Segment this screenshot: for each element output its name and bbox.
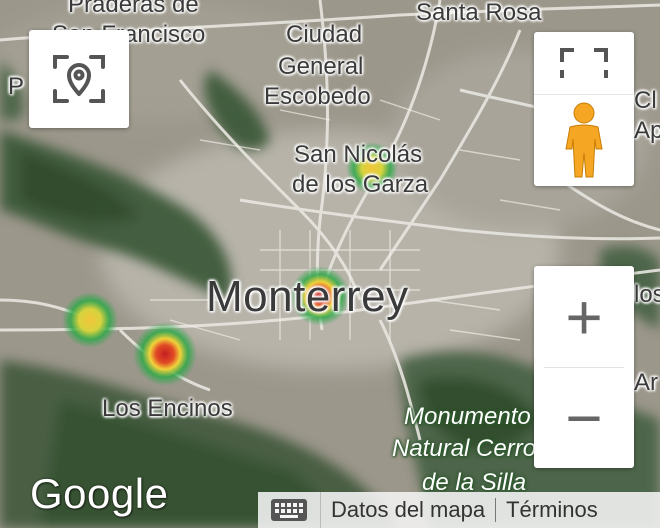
- pegman-street-view-icon: [562, 101, 606, 179]
- place-label: Los Encinos: [102, 396, 233, 421]
- place-label-partial: Ar: [634, 370, 658, 395]
- zoom-control: + −: [534, 266, 634, 468]
- place-label: Escobedo: [264, 84, 371, 109]
- city-label-monterrey: Monterrey: [206, 274, 409, 320]
- map-data-link[interactable]: Datos del mapa: [321, 497, 495, 523]
- park-label: Natural Cerro: [392, 436, 536, 461]
- place-label: San Nicolás: [294, 142, 422, 167]
- place-label: Santa Rosa: [416, 0, 541, 25]
- fullscreen-button[interactable]: [534, 32, 634, 95]
- place-label: de los Garza: [292, 172, 428, 197]
- map-type-controls: [534, 32, 634, 186]
- zoom-in-button[interactable]: +: [534, 267, 634, 367]
- place-label: Praderas de: [68, 0, 199, 17]
- keyboard-icon: [270, 498, 308, 522]
- terms-link[interactable]: Términos: [496, 497, 608, 523]
- place-label-partial: Cl: [634, 88, 657, 113]
- keyboard-shortcuts-button[interactable]: [258, 492, 321, 528]
- attribution-bar: Datos del mapa Términos: [258, 492, 660, 528]
- google-logo: Google: [30, 470, 168, 518]
- place-label-partial: los: [634, 282, 660, 307]
- heat-spot: [62, 292, 118, 348]
- heat-spot: [133, 322, 197, 386]
- park-label: Monumento: [404, 404, 531, 429]
- place-label-partial: P: [8, 74, 24, 99]
- locate-button[interactable]: [29, 30, 129, 128]
- zoom-out-button[interactable]: −: [534, 368, 634, 468]
- fullscreen-corners-icon: [560, 48, 608, 78]
- place-label: Ciudad: [286, 22, 362, 47]
- street-view-pegman-button[interactable]: [534, 95, 634, 186]
- place-label-partial: Ap: [634, 118, 660, 143]
- location-pin-in-frame-icon: [51, 51, 107, 107]
- place-label: General: [278, 54, 363, 79]
